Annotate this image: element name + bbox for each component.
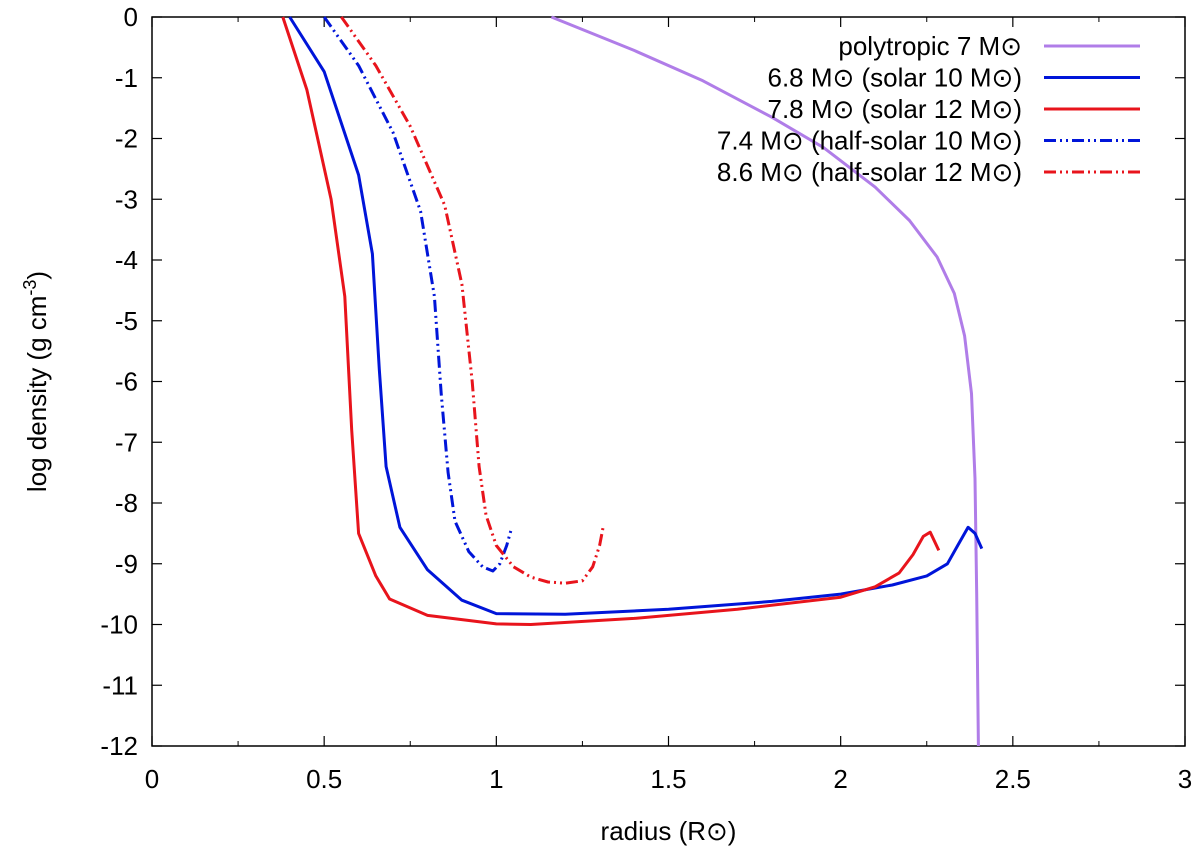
x-tick-label: 3 <box>1178 764 1192 794</box>
x-tick-label: 0 <box>145 764 159 794</box>
y-tick-label: 0 <box>124 2 138 32</box>
x-axis-title: radius (R⊙) <box>601 816 737 846</box>
y-tick-label: -10 <box>100 610 138 640</box>
y-tick-label: -3 <box>115 184 138 214</box>
legend-label-3: 7.8 M⊙ (solar 12 M⊙) <box>767 94 1022 124</box>
y-tick-label: -9 <box>115 549 138 579</box>
x-tick-label: 1.5 <box>650 764 686 794</box>
series-line-5 <box>340 16 605 585</box>
x-tick-label: 2.5 <box>995 764 1031 794</box>
x-tick-label: 0.5 <box>306 764 342 794</box>
y-tick-label: -1 <box>115 63 138 93</box>
y-tick-label: -6 <box>115 367 138 397</box>
series-line-4 <box>322 16 514 573</box>
y-tick-label: -5 <box>115 306 138 336</box>
y-tick-label: -4 <box>115 245 138 275</box>
y-tick-label: -12 <box>100 731 138 761</box>
y-axis-title-exponent: -3 <box>20 280 40 296</box>
legend-label-2: 6.8 M⊙ (solar 10 M⊙) <box>767 63 1022 93</box>
y-tick-label: -11 <box>102 670 138 700</box>
y-tick-label: -8 <box>115 488 138 518</box>
y-tick-label: -7 <box>115 427 138 457</box>
legend-label-1: polytropic 7 M⊙ <box>838 31 1022 61</box>
legend-label-5: 8.6 M⊙ (half-solar 12 M⊙) <box>717 157 1022 187</box>
y-axis-title-suffix: ) <box>22 271 52 280</box>
y-axis-title: log density (g cm-3) <box>20 271 52 492</box>
series-line-2 <box>288 16 984 616</box>
series-line-3 <box>281 16 941 626</box>
series-line-1 <box>550 15 980 747</box>
x-tick-label: 1 <box>489 764 503 794</box>
x-tick-label: 2 <box>833 764 847 794</box>
plot-frame <box>151 16 1186 747</box>
legend-label-4: 7.4 M⊙ (half-solar 10 M⊙) <box>717 126 1022 156</box>
y-axis-title-prefix: log density (g cm <box>22 296 52 493</box>
y-tick-label: -2 <box>115 124 138 154</box>
